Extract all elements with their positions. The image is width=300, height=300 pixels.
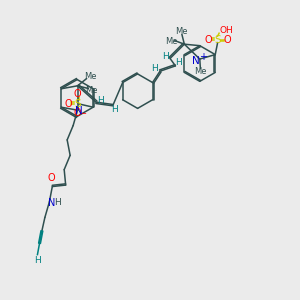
Text: Me: Me xyxy=(166,37,178,46)
Text: H: H xyxy=(163,52,169,61)
Text: O: O xyxy=(74,108,82,118)
Text: H: H xyxy=(151,64,158,73)
Text: O: O xyxy=(223,35,231,45)
Text: N: N xyxy=(192,56,200,65)
Text: O: O xyxy=(64,99,72,109)
Text: H: H xyxy=(176,58,182,68)
Text: S: S xyxy=(214,35,221,45)
Text: H: H xyxy=(34,256,41,265)
Text: Me: Me xyxy=(194,67,207,76)
Text: +: + xyxy=(199,52,207,62)
Text: Me: Me xyxy=(84,72,96,81)
Text: N: N xyxy=(48,198,56,208)
Text: OH: OH xyxy=(219,26,233,35)
Text: O: O xyxy=(205,35,212,45)
Text: S: S xyxy=(74,99,81,109)
Text: H: H xyxy=(111,105,118,114)
Text: Me: Me xyxy=(85,86,98,95)
Text: −: − xyxy=(79,109,86,118)
Text: N: N xyxy=(75,106,83,116)
Text: Me: Me xyxy=(175,27,188,36)
Text: O: O xyxy=(74,89,82,99)
Text: H: H xyxy=(97,96,104,105)
Text: O: O xyxy=(47,173,55,183)
Text: H: H xyxy=(54,198,61,207)
